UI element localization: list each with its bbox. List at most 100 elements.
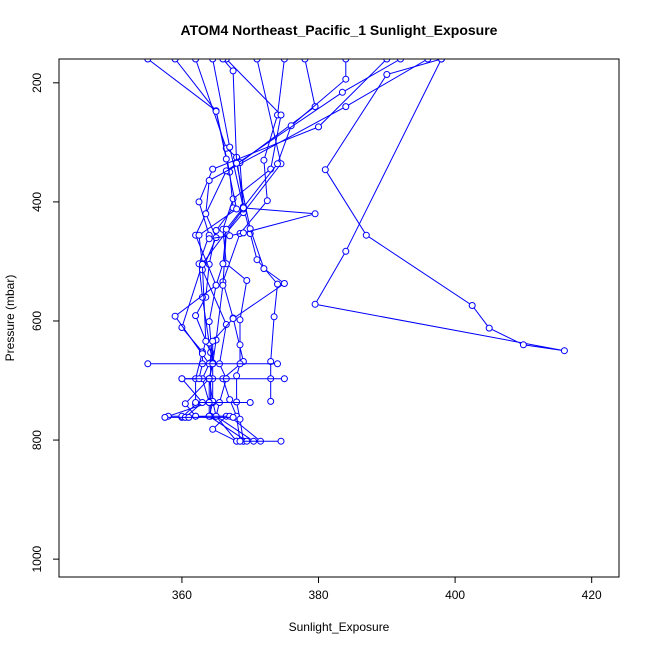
data-point <box>315 123 322 131</box>
data-point <box>212 281 220 289</box>
data-point <box>260 265 268 273</box>
y-tick-label: 200 <box>30 72 44 92</box>
data-point <box>209 337 217 345</box>
data-point <box>274 360 281 368</box>
chart-title: ATOM4 Northeast_Pacific_1 Sunlight_Expos… <box>181 22 498 38</box>
data-point <box>229 67 237 75</box>
data-point <box>560 347 568 355</box>
data-point <box>192 399 200 406</box>
data-point <box>311 300 319 308</box>
data-point <box>205 318 213 326</box>
series-9 <box>198 59 432 445</box>
data-point <box>253 59 261 63</box>
data-point <box>226 143 234 151</box>
data-point <box>246 399 254 406</box>
data-point <box>280 375 288 383</box>
data-point <box>209 425 217 433</box>
data-point <box>202 337 210 345</box>
y-axis-label: Pressure (mbar) <box>3 275 17 362</box>
data-point <box>209 165 217 173</box>
data-point <box>219 59 227 63</box>
data-point <box>222 321 230 328</box>
series-line <box>174 59 238 418</box>
x-tick-label: 360 <box>172 588 192 602</box>
series-10 <box>311 59 568 355</box>
data-point <box>321 166 329 174</box>
data-point <box>274 280 281 288</box>
data-point <box>267 358 275 365</box>
series-layer <box>144 59 568 445</box>
data-point <box>236 316 244 324</box>
data-point <box>301 59 309 63</box>
data-point <box>195 198 203 206</box>
data-point <box>202 210 210 218</box>
data-point <box>342 75 350 83</box>
data-point <box>270 313 278 321</box>
data-point <box>274 160 281 168</box>
data-point <box>233 372 241 380</box>
data-point <box>468 302 476 309</box>
data-point <box>236 415 244 423</box>
data-point <box>260 156 268 164</box>
data-point <box>212 107 220 115</box>
data-point <box>229 315 237 323</box>
data-point <box>263 197 271 205</box>
data-point <box>171 312 179 320</box>
data-point <box>342 103 350 111</box>
series-12 <box>205 59 319 243</box>
data-point <box>236 437 244 445</box>
data-point <box>178 375 186 383</box>
series-17 <box>161 413 237 421</box>
data-point <box>192 312 200 320</box>
data-point <box>311 103 319 111</box>
data-point <box>222 225 230 233</box>
data-point <box>192 412 200 420</box>
data-point <box>424 59 432 63</box>
data-point <box>209 59 217 63</box>
data-point <box>229 413 237 421</box>
data-point <box>267 397 275 405</box>
data-point <box>195 231 203 239</box>
data-point <box>144 360 152 368</box>
y-tick-label: 600 <box>30 311 44 331</box>
y-tick-label: 400 <box>30 192 44 212</box>
data-point <box>233 159 241 167</box>
data-point <box>171 59 179 63</box>
data-point <box>280 59 288 63</box>
data-point <box>342 59 350 63</box>
x-tick-label: 380 <box>308 588 328 602</box>
data-point <box>198 260 206 268</box>
data-point <box>222 155 230 163</box>
data-point <box>198 350 206 358</box>
data-point <box>311 210 319 218</box>
data-point <box>161 413 169 421</box>
x-tick-label: 420 <box>582 588 602 602</box>
data-point <box>226 396 234 404</box>
x-axis-label: Sunlight_Exposure <box>289 620 390 634</box>
data-point <box>383 59 391 63</box>
data-point <box>397 59 404 63</box>
data-point <box>192 59 200 63</box>
data-point <box>243 277 251 284</box>
data-point <box>383 71 391 78</box>
data-point <box>239 204 247 212</box>
data-point <box>219 260 227 268</box>
y-tick-label: 800 <box>30 430 44 450</box>
data-point <box>280 280 288 287</box>
data-point <box>219 281 227 289</box>
data-point <box>233 205 241 213</box>
data-point <box>287 122 295 130</box>
data-point <box>342 247 350 255</box>
data-point <box>178 324 186 331</box>
plot-frame <box>58 58 620 578</box>
series-18 <box>236 437 285 445</box>
series-14 <box>144 360 281 368</box>
series-15 <box>178 375 288 383</box>
data-point <box>277 111 285 119</box>
data-point <box>236 341 244 349</box>
series-16 <box>192 399 254 406</box>
data-point <box>181 400 189 408</box>
data-point <box>144 59 152 63</box>
